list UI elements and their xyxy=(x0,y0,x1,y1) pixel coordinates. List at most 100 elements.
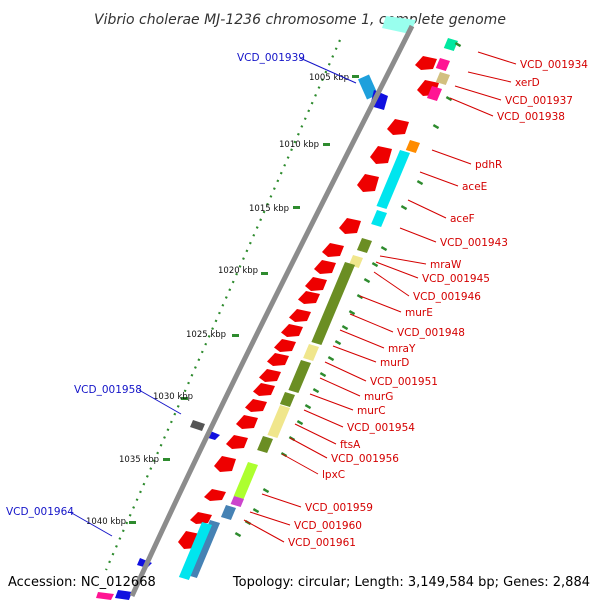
gene-bar[interactable] xyxy=(358,74,378,100)
gene-label[interactable]: aceE xyxy=(462,181,487,193)
callout-line xyxy=(319,377,361,397)
gene-arrow[interactable] xyxy=(236,415,258,429)
gene-arrow[interactable] xyxy=(314,260,336,274)
callout-line xyxy=(449,97,494,117)
gene-label[interactable]: VCD_001934 xyxy=(520,59,588,71)
gene-bar[interactable] xyxy=(233,462,258,499)
gene-label[interactable]: VCD_001958 xyxy=(74,384,142,396)
gene-bar[interactable] xyxy=(435,72,450,85)
gene-bar[interactable] xyxy=(426,86,442,101)
callout-line xyxy=(281,453,319,475)
gene-arrow[interactable] xyxy=(253,383,275,396)
gene-label[interactable]: aceF xyxy=(450,213,475,225)
gene-label[interactable]: mraW xyxy=(430,259,462,271)
gene-arrow[interactable] xyxy=(190,512,212,524)
gene-bar[interactable] xyxy=(279,392,295,407)
genome-summary-text: Topology: circular; Length: 3,149,584 bp… xyxy=(232,575,590,590)
gene-bar[interactable] xyxy=(257,436,273,453)
gene-arrow[interactable] xyxy=(289,309,311,322)
gene-arrow[interactable] xyxy=(339,218,361,234)
tick-mark xyxy=(304,404,312,410)
gene-label[interactable]: VCD_001945 xyxy=(422,273,490,285)
gene-bar[interactable] xyxy=(115,590,132,600)
scale-ticks xyxy=(129,75,359,524)
callout-line xyxy=(477,51,517,65)
gene-label[interactable]: VCD_001960 xyxy=(294,520,362,532)
gene-label[interactable]: murD xyxy=(380,357,409,369)
callout-line xyxy=(379,255,427,265)
gene-label[interactable]: VCD_001954 xyxy=(347,422,415,434)
gene-label[interactable]: VCD_001959 xyxy=(305,502,373,514)
gene-label[interactable]: xerD xyxy=(515,77,540,89)
tick-label: 1005 kbp xyxy=(309,73,349,83)
gene-arrow[interactable] xyxy=(226,435,248,449)
gene-label[interactable]: murE xyxy=(405,307,433,319)
gene-label[interactable]: mraY xyxy=(388,343,416,355)
tick-label: 1025 kbp xyxy=(186,330,226,340)
gene-label[interactable]: ftsA xyxy=(340,439,361,451)
gene-bar[interactable] xyxy=(178,522,212,580)
gene-label[interactable]: VCD_001946 xyxy=(413,291,481,303)
gene-bar[interactable] xyxy=(288,360,311,393)
gene-bar[interactable] xyxy=(435,58,450,71)
tick-mark xyxy=(380,246,388,252)
gene-label[interactable]: pdhR xyxy=(475,159,502,171)
tick-mark xyxy=(400,205,408,211)
tick-mark xyxy=(163,458,170,461)
gene-arrow[interactable] xyxy=(204,489,226,501)
gene-arrow[interactable] xyxy=(305,277,327,291)
gene-bar[interactable] xyxy=(376,150,410,209)
gene-arrow[interactable] xyxy=(387,119,409,135)
gene-label[interactable]: VCD_001956 xyxy=(331,453,399,465)
tick-mark xyxy=(416,180,424,186)
gene-label[interactable]: VCD_001939 xyxy=(237,52,305,64)
gene-arrow[interactable] xyxy=(281,324,303,337)
callout-line xyxy=(299,57,357,84)
tick-mark xyxy=(323,143,330,146)
gene-arrow[interactable] xyxy=(370,146,392,164)
tick-label: 1010 kbp xyxy=(279,140,319,150)
gene-label[interactable]: lpxC xyxy=(322,469,345,481)
gene-bar[interactable] xyxy=(356,238,372,253)
gene-arrow[interactable] xyxy=(214,456,236,472)
right-callouts: VCD_001934 xerD VCD_001937 VCD_001938 pdhR ac… xyxy=(243,51,588,549)
tick-mark xyxy=(371,262,379,268)
gene-label[interactable]: murC xyxy=(357,405,386,417)
callout-line xyxy=(249,511,291,526)
gene-arrow[interactable] xyxy=(322,243,344,257)
callout-line xyxy=(294,423,337,445)
gene-bar[interactable] xyxy=(230,496,244,507)
gene-arrow[interactable] xyxy=(357,174,379,192)
reverse-strand-genes xyxy=(96,16,458,600)
gene-label[interactable]: VCD_001951 xyxy=(370,376,438,388)
gene-bar[interactable] xyxy=(96,592,114,600)
gene-bar[interactable] xyxy=(443,38,458,51)
gene-bar[interactable] xyxy=(267,405,290,438)
tick-mark xyxy=(293,206,300,209)
gene-label[interactable]: murG xyxy=(364,391,393,403)
gene-label[interactable]: VCD_001938 xyxy=(497,111,565,123)
tick-mark xyxy=(363,278,371,284)
tick-mark xyxy=(327,356,335,362)
gene-bar[interactable] xyxy=(303,344,319,361)
gene-bar[interactable] xyxy=(371,210,387,227)
gene-label[interactable]: VCD_001948 xyxy=(397,327,465,339)
gene-arrow[interactable] xyxy=(245,399,267,412)
gene-arrow[interactable] xyxy=(274,339,296,352)
gene-label[interactable]: VCD_001964 xyxy=(6,506,74,518)
tick-mark xyxy=(234,532,242,538)
gene-label[interactable]: VCD_001937 xyxy=(505,95,573,107)
gene-arrow[interactable] xyxy=(259,369,281,382)
gene-bar[interactable] xyxy=(405,140,420,153)
gene-bar[interactable] xyxy=(220,505,236,520)
gene-arrow[interactable] xyxy=(267,353,289,366)
gene-arrow[interactable] xyxy=(298,291,320,304)
gene-arrow[interactable] xyxy=(190,420,205,431)
gene-label[interactable]: VCD_001961 xyxy=(288,537,356,549)
callout-line xyxy=(359,295,402,313)
tick-label: 1020 kbp xyxy=(218,266,258,276)
gene-label[interactable]: VCD_001943 xyxy=(440,237,508,249)
tick-mark xyxy=(252,508,260,514)
gene-bar[interactable] xyxy=(311,262,355,345)
gene-arrow[interactable] xyxy=(415,56,437,70)
